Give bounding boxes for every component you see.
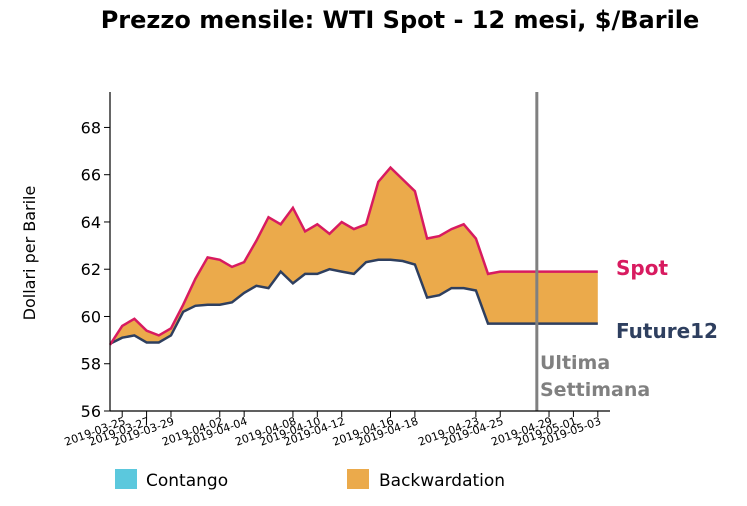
legend-swatch-contango — [115, 469, 137, 489]
plot-area — [108, 92, 598, 411]
legend: Contango Backwardation — [115, 469, 505, 491]
y-tick-label: 60 — [81, 307, 101, 326]
last-week-annotation-line1: Ultima — [540, 352, 610, 374]
y-tick-label: 62 — [81, 260, 101, 279]
y-tick-label: 56 — [81, 402, 101, 421]
future12-line — [109, 258, 598, 345]
y-axis-label: Dollari per Barile — [20, 186, 39, 321]
y-tick-label: 64 — [81, 213, 101, 232]
spot-series-label: Spot — [616, 256, 668, 280]
y-tick-label: 68 — [81, 118, 101, 137]
y-tick-label: 66 — [81, 166, 101, 185]
y-tick-label: 58 — [81, 355, 101, 374]
spot-line — [108, 165, 598, 346]
axes: 56 58 60 62 64 66 68 2019-03-252019-03-272019-… — [63, 92, 610, 449]
y-ticks: 56 58 60 62 64 66 68 — [81, 118, 110, 421]
legend-swatch-backwardation — [347, 469, 369, 489]
last-week-annotation-line2: Settimana — [540, 379, 650, 401]
legend-label-contango: Contango — [146, 471, 228, 491]
legend-label-backwardation: Backwardation — [379, 471, 505, 491]
future12-series-label: Future12 — [616, 319, 718, 343]
chart-title: Prezzo mensile: WTI Spot - 12 mesi, $/Ba… — [100, 6, 700, 34]
backwardation-fill — [110, 167, 598, 345]
x-ticks: 2019-03-252019-03-272019-03-292019-04-02… — [63, 411, 603, 449]
